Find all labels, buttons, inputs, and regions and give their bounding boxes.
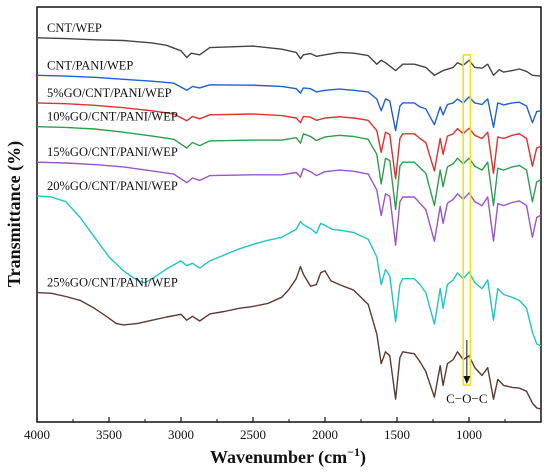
series-label-layer: CNT/WEP CNT/PANI/WEP 5%GO/CNT/PANI/WEP 10%G…: [47, 21, 178, 290]
x-tick-label-3000: 3000: [168, 427, 194, 442]
series-label-4: 10%GO/CNT/PANI/WEP: [47, 110, 178, 124]
x-tick-label-2000: 2000: [312, 427, 338, 442]
x-tick-label-1000: 1000: [456, 427, 482, 442]
series-label-7: 25%GO/CNT/PANI/WEP: [47, 276, 178, 290]
series-line-4: [36, 126, 542, 211]
series-label-3: 5%GO/CNT/PANI/WEP: [47, 86, 172, 100]
x-tick-label-1500: 1500: [384, 427, 410, 442]
annotation-arrowhead: [463, 376, 471, 384]
annotation-box: [462, 54, 472, 386]
x-tick-label-3500: 3500: [96, 427, 122, 442]
x-axis-title-end: ): [360, 447, 366, 468]
series-line-1: [36, 37, 542, 77]
x-axis-title-main: Wavenumber (cm: [210, 447, 347, 468]
annotation-text: C−O−C: [446, 391, 487, 406]
series-label-5: 15%GO/CNT/PANI/WEP: [47, 145, 178, 159]
series-line-5: [36, 161, 542, 246]
series-line-2: [36, 74, 542, 132]
series-line-6: [36, 195, 542, 347]
series-line-7: [36, 265, 542, 410]
series-label-2: CNT/PANI/WEP: [47, 58, 133, 72]
series-line-3: [36, 102, 542, 180]
x-axis-title: Wavenumber (cm−1): [210, 445, 366, 468]
x-axis-ticks: 4000 3500 3000 2500 2000 1500 1000: [24, 417, 506, 442]
x-tick-label-2500: 2500: [240, 427, 266, 442]
series-label-6: 20%GO/CNT/PANI/WEP: [47, 179, 178, 193]
x-tick-label-4000: 4000: [24, 427, 50, 442]
annotation-coc: C−O−C: [446, 54, 488, 406]
x-axis-title-sup: −1: [347, 445, 360, 459]
series-layer: [36, 37, 542, 410]
series-label-1: CNT/WEP: [47, 21, 102, 35]
y-axis-title: Transmittance (%): [4, 141, 25, 287]
